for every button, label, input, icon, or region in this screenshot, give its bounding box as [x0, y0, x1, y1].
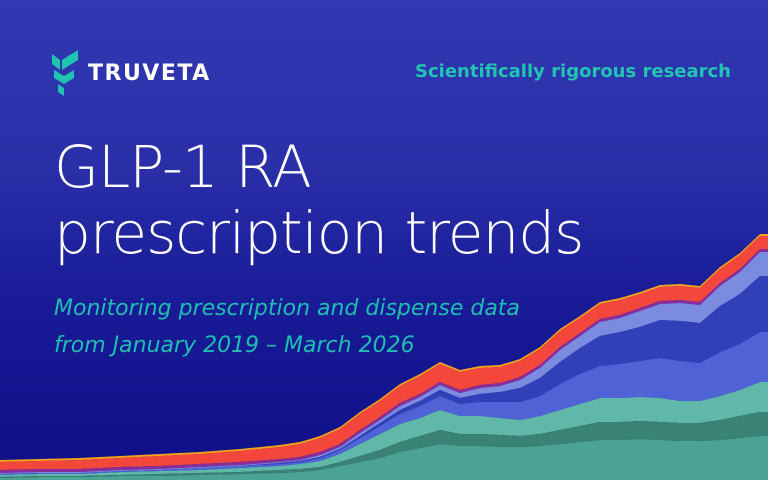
brand-name: TRUVETA [88, 60, 211, 86]
page-title: GLP-1 RA prescription trends [54, 133, 584, 267]
tagline: Scientifically rigorous research [415, 61, 731, 82]
area-series-dark-teal [0, 412, 768, 478]
title-line-1: GLP-1 RA [54, 133, 312, 201]
truveta-logo: TRUVETA [52, 50, 211, 96]
subtitle-line-1: Monitoring prescription and dispense dat… [54, 296, 520, 321]
area-series-light-teal [0, 382, 768, 477]
title-line-2: prescription trends [54, 199, 584, 267]
truveta-leaf-icon [52, 50, 78, 96]
subtitle-line-2: from January 2019 – March 2026 [54, 333, 415, 358]
area-series-teal-base [0, 436, 768, 480]
subtitle: Monitoring prescription and dispense dat… [54, 290, 520, 364]
